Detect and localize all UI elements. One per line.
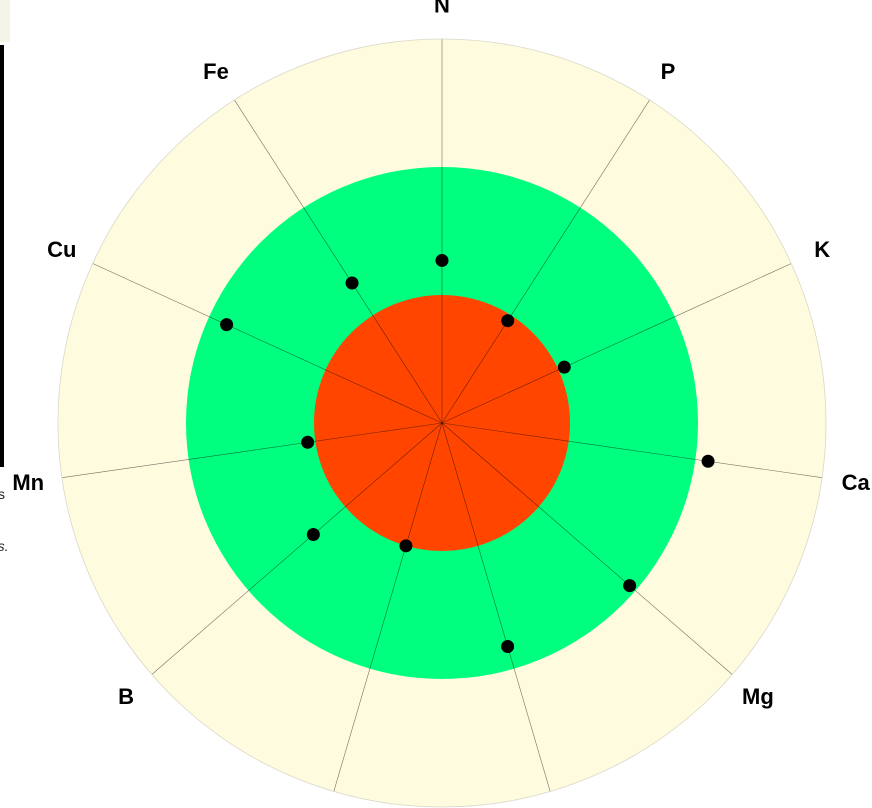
side-note-fragment: nts. (0, 538, 9, 554)
spoke-p (441, 99, 650, 424)
spoke-mn (61, 422, 443, 478)
chart-points (220, 253, 715, 654)
side-note-fragment-top: s (0, 486, 5, 502)
outer-ring (57, 38, 827, 808)
spoke-fe (234, 99, 443, 424)
chart-labels: NPKCaMgSZnBMnCuFe (12, 0, 871, 709)
side-panel-top (0, 0, 10, 42)
spoke-cu (92, 263, 443, 424)
spoke-ca (441, 422, 823, 478)
data-point-ca (701, 454, 715, 468)
data-point-fe (345, 276, 359, 290)
category-label-mn: Mn (12, 470, 44, 495)
data-point-mn (301, 435, 315, 449)
side-panel-border (0, 45, 4, 467)
spoke-b (151, 422, 443, 675)
data-point-p (501, 314, 515, 328)
data-point-s (501, 640, 515, 654)
category-label-p: P (661, 59, 676, 84)
category-label-fe: Fe (203, 59, 229, 84)
category-label-mg: Mg (742, 684, 774, 709)
category-label-b: B (118, 684, 134, 709)
data-point-b (306, 527, 320, 541)
spoke-s (441, 422, 551, 792)
data-point-zn (399, 539, 413, 553)
data-point-mg (623, 579, 637, 593)
data-point-k (557, 360, 571, 374)
category-label-k: K (814, 237, 830, 262)
spoke-k (441, 263, 792, 424)
category-label-cu: Cu (47, 237, 76, 262)
category-label-n: N (434, 0, 450, 18)
category-label-ca: Ca (842, 470, 871, 495)
chart-spokes (57, 38, 827, 808)
spoke-zn (333, 422, 443, 792)
data-point-cu (220, 318, 234, 332)
side-panel (0, 0, 14, 470)
data-point-n (435, 253, 449, 267)
spoke-mg (441, 422, 733, 675)
